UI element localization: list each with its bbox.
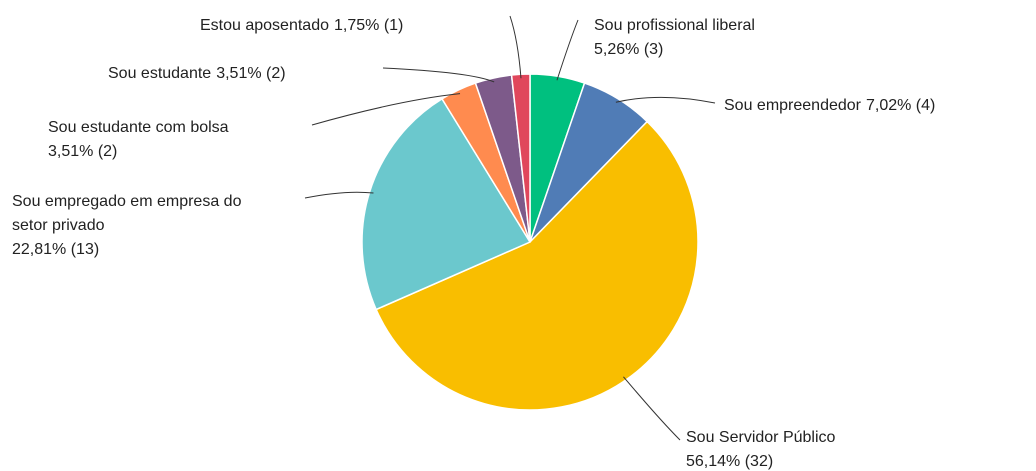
category-label: Estou aposentado xyxy=(200,17,329,34)
leader-line xyxy=(556,19,579,81)
slice-label: Sou profissional liberal 5,26% (3) xyxy=(594,14,894,62)
leader-line xyxy=(311,93,461,126)
value-label: 3,51% (2) xyxy=(216,65,286,82)
value-label: 3,51% (2) xyxy=(48,143,118,160)
slice-label: Sou estudante 3,51% (2) xyxy=(108,62,408,86)
leader-line xyxy=(304,191,374,199)
value-label: 56,14% (32) xyxy=(686,453,774,470)
value-label: 5,26% (3) xyxy=(594,41,664,58)
slice-label: Sou estudante com bolsa 3,51% (2) xyxy=(48,116,348,164)
category-label: Sou empreendedor xyxy=(724,97,861,114)
slice-label: Sou empreendedor 7,02% (4) xyxy=(724,94,1036,118)
slice-label: Sou Servidor Público 56,14% (32) xyxy=(686,426,986,471)
slice-label: Estou aposentado 1,75% (1) xyxy=(200,14,520,38)
value-label: 22,81% (13) xyxy=(12,241,100,258)
leader-line xyxy=(615,96,716,104)
leader-line xyxy=(382,67,495,83)
leader-line xyxy=(623,376,681,441)
value-label: 7,02% (4) xyxy=(865,97,936,114)
pie-slice xyxy=(361,97,532,311)
leader-line xyxy=(509,15,522,79)
category-label: Sou Servidor Público xyxy=(686,429,836,446)
slice-label: Sou empregado em empresa do setor privad… xyxy=(12,190,242,262)
category-label: Sou estudante xyxy=(108,65,212,82)
category-label: Sou estudante com bolsa xyxy=(48,119,229,136)
category-label: Sou empregado em empresa do setor privad… xyxy=(12,193,242,234)
value-label: 1,75% (1) xyxy=(334,17,404,34)
category-label: Sou profissional liberal xyxy=(594,17,755,34)
